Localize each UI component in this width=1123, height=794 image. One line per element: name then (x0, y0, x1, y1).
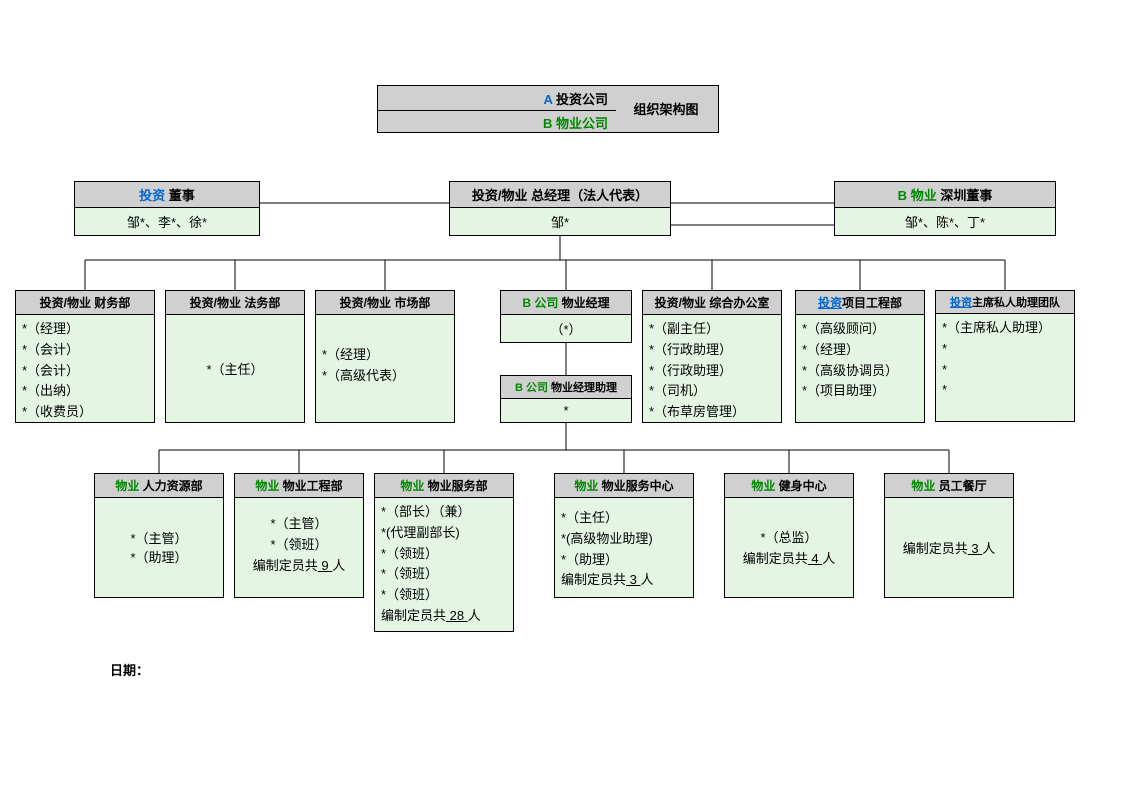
box-legal: 投资/物业 法务部 *（主任） (165, 290, 305, 423)
footer-date: 日期： (110, 660, 149, 679)
body-text: 邹*、陈*、丁* (834, 208, 1056, 236)
body-text: 邹*、李*、徐* (74, 208, 260, 236)
box-gm: 投资/物业 总经理（法人代表） 邹* (449, 181, 671, 236)
h2: 物业 (911, 188, 937, 203)
box-assistant-team: 投资主席私人助理团队 *（主席私人助理） * * * (935, 290, 1075, 422)
box-prop-center: 物业 物业服务中心 *（主任） *(高级物业助理) *（助理） 编制定员共 3 … (554, 473, 694, 598)
box-invest-board: 投资 董事 邹*、李*、徐* (74, 181, 260, 236)
body-text: 邹* (449, 208, 671, 236)
box-canteen: 物业 员工餐厅 编制定员共 3 人 (884, 473, 1014, 598)
box-market: 投资/物业 市场部 *（经理） *（高级代表） (315, 290, 455, 423)
box-prop-eng: 物业 物业工程部 *（主管） *（领班） 编制定员共 9 人 (234, 473, 364, 598)
box-finance: 投资/物业 财务部 *（经理） *（会计） *（会计） *（出纳） *（收费员） (15, 290, 155, 423)
box-office: 投资/物业 综合办公室 *（副主任） *（行政助理） *（行政助理） *（司机）… (642, 290, 782, 423)
title-b: 物业公司 (552, 116, 608, 131)
hdr-prefix: 投资 (139, 188, 165, 203)
h1: B (898, 188, 907, 203)
hdr-prefix: 投资/物业 (472, 188, 528, 203)
box-property-board: B 物业 深圳董事 邹*、陈*、丁* (834, 181, 1056, 236)
title-box: A 投资公司 B 物业公司 组织架构图 (377, 85, 719, 133)
title-a: 投资公司 (552, 92, 608, 107)
h3: 深圳董事 (937, 188, 993, 203)
box-prop-service: 物业 物业服务部 *（部长）（兼） *(代理副部长) *（领班） *（领班） *… (374, 473, 514, 632)
title-b-prefix: B (543, 116, 552, 131)
title-right: 组织架构图 (614, 86, 718, 134)
body: *（经理） *（会计） *（会计） *（出纳） *（收费员） (15, 315, 155, 423)
box-property-mgr-assist: B 公司 物业经理助理 * (500, 375, 632, 423)
box-hr: 物业 人力资源部 *（主管） *（助理） (94, 473, 224, 598)
box-project-eng: 投资项目工程部 *（高级顾问） *（经理） *（高级协调员） *（项目助理） (795, 290, 925, 423)
hdr-text: 董事 (165, 188, 195, 203)
box-fitness: 物业 健身中心 *（总监） 编制定员共 4 人 (724, 473, 854, 598)
hdr-text: 总经理（法人代表） (528, 188, 649, 203)
box-property-mgr: B 公司 物业经理 （*） (500, 290, 632, 343)
